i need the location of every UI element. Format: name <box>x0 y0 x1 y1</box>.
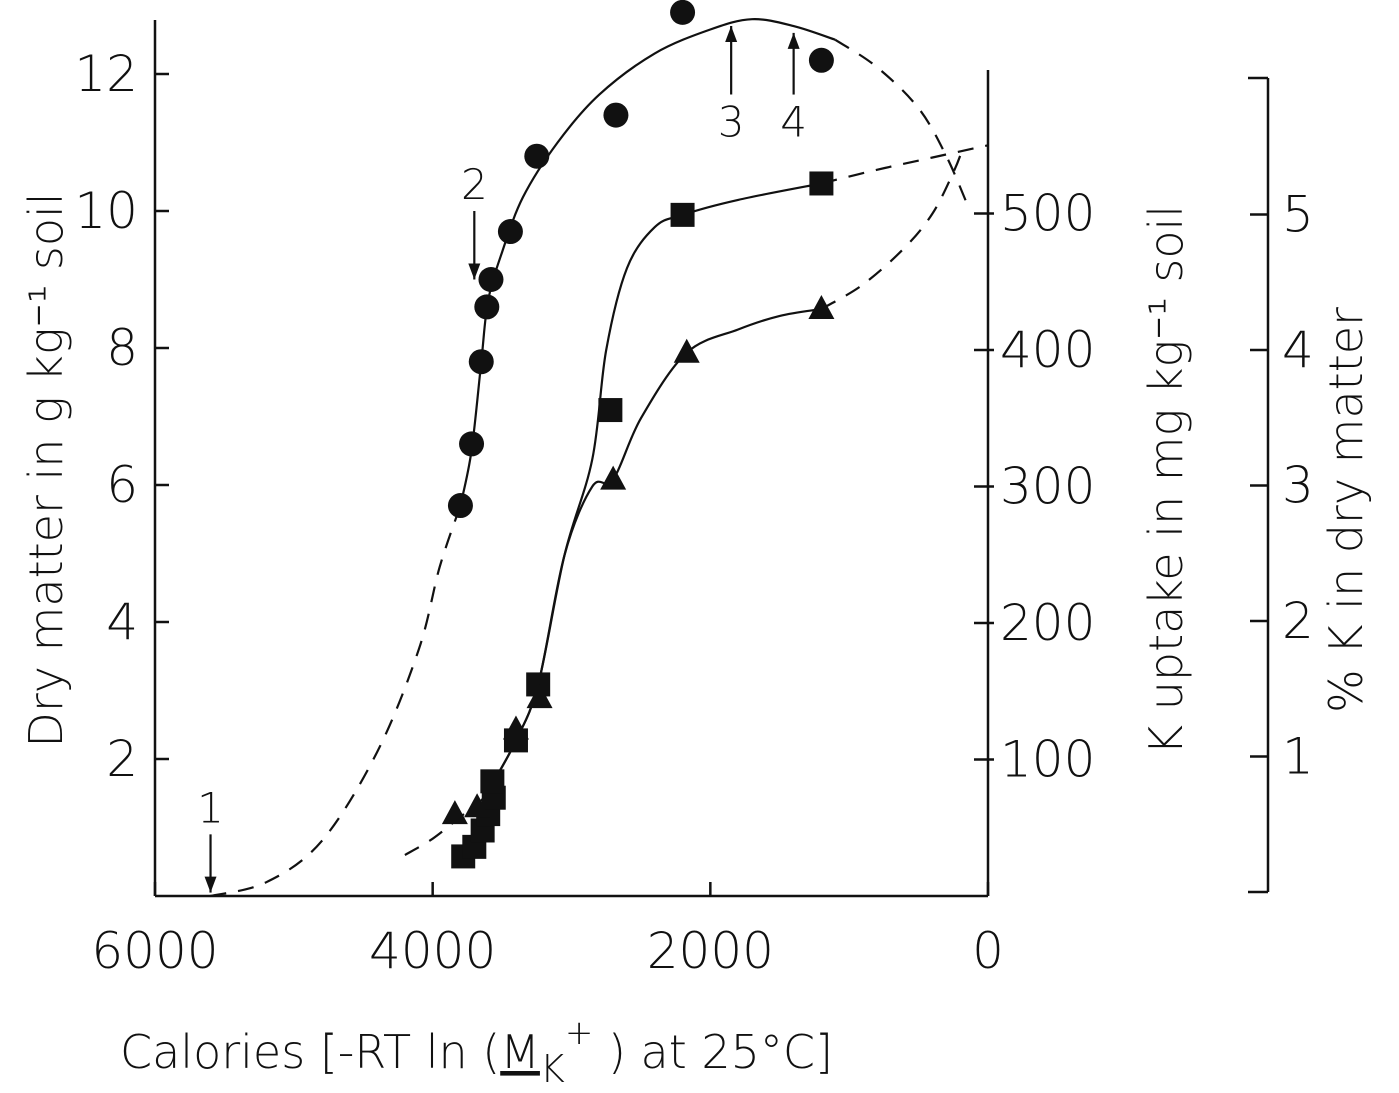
square-series-fit-dashed <box>821 144 989 185</box>
x-tick-label: 4000 <box>369 922 496 980</box>
circle-series-fit-dashed <box>210 505 462 898</box>
y-left-tick-label: 12 <box>74 45 138 103</box>
y-right1-tick-label: 300 <box>1000 458 1095 516</box>
y-axis-right2-ticks: 1 2 3 4 5 <box>1248 76 1314 894</box>
y-left-tick-label: 2 <box>106 730 138 788</box>
x-axis-ticks: 6000 4000 2000 0 <box>91 882 1004 980</box>
y-axis-left-ticks: 2 4 6 8 10 12 <box>74 45 169 788</box>
y-right2-tick-label: 4 <box>1282 321 1314 379</box>
triangle-point <box>526 684 553 709</box>
circle-series-fit-solid <box>459 18 836 506</box>
circle-point <box>447 493 473 519</box>
triangle-point <box>673 338 700 363</box>
square-point <box>598 398 623 423</box>
x-tick-label: 0 <box>972 922 1004 980</box>
y-axis-left-title: Dry matter in g kg⁻¹ soil <box>19 192 73 747</box>
square-point <box>480 769 505 794</box>
fit-curves <box>210 18 989 898</box>
y-right2-tick-label: 1 <box>1282 728 1314 786</box>
circle-point <box>603 102 629 128</box>
y-right2-tick-label: 2 <box>1282 592 1314 650</box>
circle-series-fit-dashed-end <box>834 38 969 205</box>
annotation-2-arrowhead <box>468 263 481 280</box>
circle-point <box>497 219 523 245</box>
y-right1-tick-label: 200 <box>1000 594 1095 652</box>
annotation-3-label: 3 <box>718 98 745 147</box>
y-right2-tick-label: 5 <box>1282 186 1314 244</box>
annotation-3-arrowhead <box>725 26 738 43</box>
y-axis-right2-title: % K in dry matter <box>1319 307 1373 713</box>
circle-point <box>670 0 696 25</box>
x-axis-title-k: K <box>540 1047 565 1091</box>
x-axis-title-m: M <box>500 1025 540 1079</box>
circle-point <box>808 47 834 73</box>
annotation-1-arrowhead <box>204 876 217 893</box>
x-tick-label: 6000 <box>91 922 218 980</box>
triangle-point <box>808 295 835 320</box>
y-left-tick-label: 10 <box>74 182 138 240</box>
square-point <box>809 171 834 196</box>
annotation-2-label: 2 <box>461 160 488 209</box>
plot-axes <box>153 20 1270 898</box>
x-axis-title-suffix: ) at 25°C] <box>593 1025 833 1079</box>
y-axis-right1-ticks: 100 200 300 400 500 <box>974 185 1095 789</box>
triangle-point <box>464 793 491 818</box>
annotation-4-label: 4 <box>780 98 807 147</box>
x-tick-label: 2000 <box>647 922 774 980</box>
triangle-series-fit-solid <box>492 307 822 782</box>
circle-point <box>474 294 500 320</box>
circle-point <box>468 349 494 375</box>
triangle-point <box>600 465 627 490</box>
y-right1-tick-label: 100 <box>1000 731 1095 789</box>
y-axis-right1-title: K uptake in mg kg⁻¹ soil <box>1139 205 1193 755</box>
y-right1-tick-label: 500 <box>1000 185 1095 243</box>
triangle-point <box>441 800 468 825</box>
annotations: 1 2 3 4 <box>197 26 807 893</box>
annotation-4-arrowhead <box>787 32 800 49</box>
y-left-tick-label: 8 <box>106 319 138 377</box>
circle-point <box>524 143 550 169</box>
x-axis-title-prefix: Calories [-RT <box>120 1025 426 1079</box>
x-axis-title-ln: ln <box>426 1025 468 1079</box>
triangle-point <box>502 715 529 740</box>
y-left-tick-label: 6 <box>106 456 138 514</box>
square-point <box>670 202 695 227</box>
triangle-series-fit-dashed <box>820 147 965 310</box>
y-left-tick-label: 4 <box>106 593 138 651</box>
x-axis-title-sup: + <box>565 1013 594 1053</box>
annotation-1-label: 1 <box>197 783 224 832</box>
x-axis-title: Calories [-RT ln (MK+ ) at 25°C] <box>120 1013 833 1091</box>
circle-point <box>478 267 504 292</box>
circle-point <box>459 431 485 457</box>
y-right2-tick-label: 3 <box>1282 457 1314 515</box>
x-axis-title-open: ( <box>468 1025 501 1079</box>
data-marks <box>441 0 835 869</box>
y-right1-tick-label: 400 <box>1000 321 1095 379</box>
